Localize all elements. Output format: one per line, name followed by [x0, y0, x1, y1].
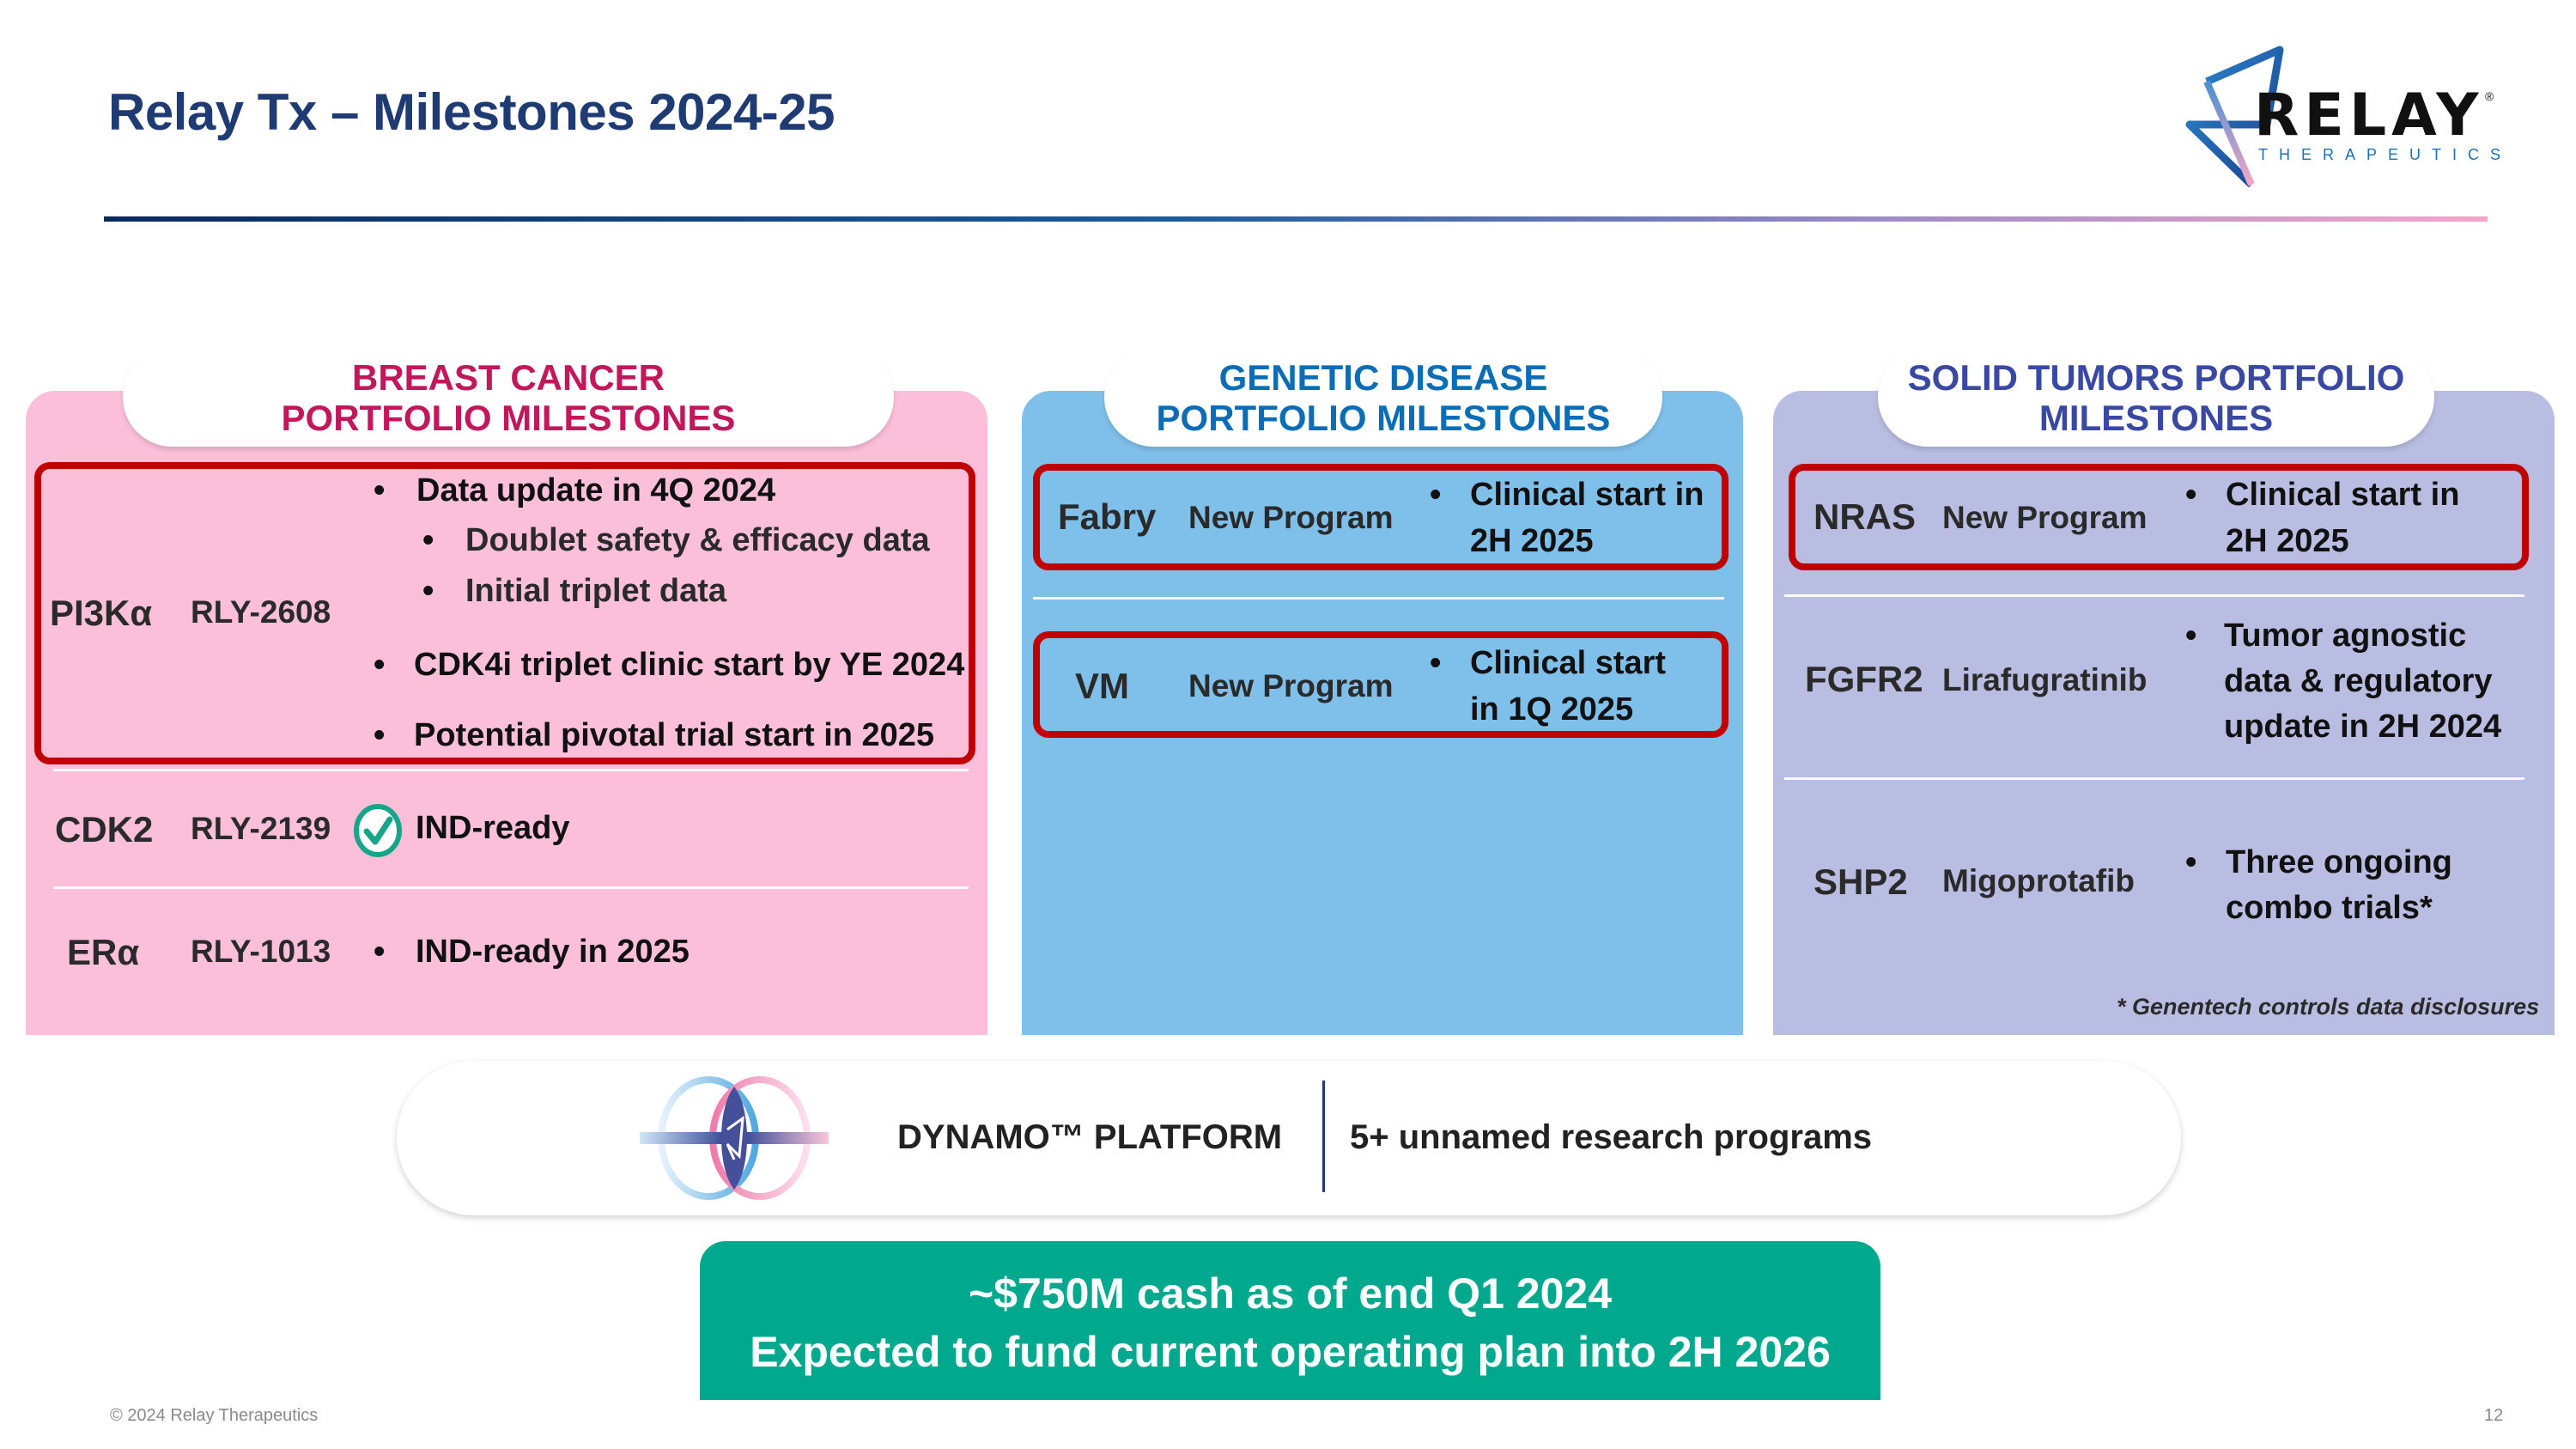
milestone-line: Clinical start in: [2226, 477, 2460, 513]
pi3k-highlight-box: [34, 462, 975, 764]
milestone-item: Data update in 4Q 2024: [416, 472, 776, 508]
logo-wordmark: RELAY: [2254, 82, 2484, 149]
milestone-bullet: •: [374, 472, 386, 508]
drug-migoprotafib: Migoprotafib: [1942, 863, 2136, 898]
drug-rly-2139: RLY-2139: [191, 811, 331, 846]
milestone-bullet: •: [2185, 618, 2197, 654]
milestone-bullet: •: [1430, 477, 1442, 513]
solid-tumors-panel: [1773, 391, 2555, 1035]
milestone-line: Three ongoing: [2226, 844, 2452, 880]
milestone-item: Potential pivotal trial start in 2025: [414, 717, 935, 753]
milestone-subitem: Initial triplet data: [465, 573, 727, 609]
logo-subtitle: THERAPEUTICS: [2258, 146, 2512, 163]
cash-runway: Expected to fund current operating plan …: [750, 1328, 1831, 1376]
target-er-alpha: ERα: [67, 932, 140, 972]
cash-position-box: ~$750M cash as of end Q1 2024 Expected t…: [700, 1241, 1880, 1400]
milestone-bullet: •: [2185, 844, 2197, 880]
milestone-bullet: •: [1430, 645, 1442, 681]
row-divider: [53, 769, 969, 771]
solid-tumors-panel-title: SOLID TUMORS PORTFOLIO MILESTONES: [1878, 348, 2434, 447]
row-divider: [1784, 777, 2524, 780]
target-vm: VM: [1075, 666, 1129, 706]
drug-new-program: New Program: [1942, 500, 2148, 535]
milestone-item: CDK4i triplet clinic start by YE 2024: [414, 647, 965, 683]
target-nras: NRAS: [1814, 496, 1917, 537]
cash-amount: ~$750M cash as of end Q1 2024: [968, 1269, 1613, 1318]
page-title: Relay Tx – Milestones 2024-25: [108, 83, 835, 141]
target-cdk2: CDK2: [55, 809, 154, 849]
drug-new-program: New Program: [1188, 500, 1394, 535]
row-divider: [53, 886, 969, 889]
row-divider: [1033, 597, 1724, 600]
copyright: © 2024 Relay Therapeutics: [110, 1406, 319, 1425]
milestone-bullet: •: [422, 573, 434, 609]
logo-registered-mark: ®: [2485, 89, 2494, 103]
milestone-subitem: Doublet safety & efficacy data: [465, 522, 930, 558]
fabry-highlight-box: [1033, 464, 1728, 570]
milestone-item: IND-ready in 2025: [416, 934, 690, 970]
drug-new-program: New Program: [1188, 668, 1394, 703]
milestone-line: Clinical start in: [1470, 477, 1704, 513]
breast-cancer-panel-title: BREAST CANCER PORTFOLIO MILESTONES: [123, 348, 894, 447]
footnote: * Genentech controls data disclosures: [2117, 994, 2540, 1020]
check-icon: [354, 804, 402, 857]
milestone-bullet: •: [422, 522, 434, 558]
milestone-line: data & regulatory: [2224, 663, 2493, 699]
milestone-line: Clinical start: [1470, 645, 1667, 681]
milestone-line: 2H 2025: [1470, 523, 1594, 559]
milestone-line: combo trials*: [2226, 890, 2433, 926]
dynamo-separator: [1322, 1081, 1325, 1192]
header-divider: [104, 216, 2488, 222]
milestone-bullet: •: [374, 647, 386, 683]
milestone-bullet: •: [374, 934, 386, 970]
breast-cancer-panel: [26, 391, 987, 1035]
milestone-bullet: •: [374, 717, 386, 753]
row-divider: [1784, 594, 2524, 597]
dynamo-platform-label: DYNAMO™ PLATFORM: [897, 1118, 1283, 1156]
milestone-bullet: •: [2185, 477, 2197, 513]
milestone-line: Tumor agnostic: [2224, 618, 2467, 654]
milestone-item: IND-ready: [416, 810, 570, 846]
target-fgfr2: FGFR2: [1805, 659, 1923, 699]
genetic-disease-panel-title: GENETIC DISEASE PORTFOLIO MILESTONES: [1104, 348, 1662, 447]
dynamo-platform-icon: [640, 1076, 829, 1200]
milestone-line: 2H 2025: [2226, 523, 2349, 559]
milestone-line: in 1Q 2025: [1470, 691, 1634, 728]
page-number: 12: [2484, 1406, 2504, 1425]
dynamo-platform-description: 5+ unnamed research programs: [1350, 1118, 1873, 1156]
relay-logo-icon: [2185, 46, 2284, 188]
vm-highlight-box: [1033, 631, 1728, 738]
target-pi3k: PI3Kα: [50, 593, 153, 633]
drug-rly-1013: RLY-1013: [191, 934, 331, 969]
drug-rly-2608: RLY-2608: [191, 594, 331, 630]
target-shp2: SHP2: [1814, 861, 1908, 902]
nras-highlight-box: [1789, 464, 2529, 570]
drug-lirafugratinib: Lirafugratinib: [1942, 662, 2148, 697]
milestone-line: update in 2H 2024: [2224, 709, 2502, 745]
genetic-disease-panel: [1022, 391, 1743, 1035]
target-fabry: Fabry: [1058, 496, 1157, 537]
